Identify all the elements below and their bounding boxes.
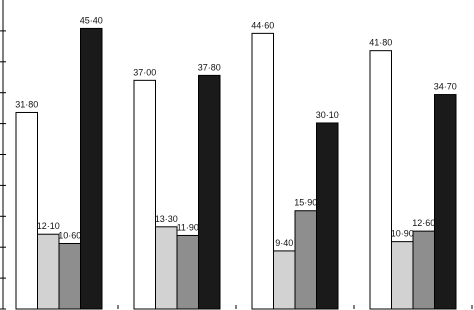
value-label: 30·10 — [316, 110, 339, 120]
value-label: 10·90 — [391, 229, 414, 239]
value-label: 34·70 — [434, 82, 457, 92]
value-label: 12·60 — [412, 218, 435, 228]
bar — [294, 210, 317, 310]
value-label: 45·40 — [80, 15, 103, 25]
bar — [391, 241, 414, 310]
bar — [412, 230, 435, 310]
bar — [434, 94, 457, 310]
bar — [155, 226, 178, 310]
value-label: 41·80 — [369, 38, 392, 48]
value-label: 9·40 — [275, 238, 293, 248]
bar — [80, 27, 103, 310]
value-label: 15·90 — [294, 198, 317, 208]
bar — [15, 111, 38, 310]
value-label: 11·90 — [177, 222, 199, 232]
bar — [316, 122, 339, 310]
value-label: 37·80 — [198, 62, 221, 72]
value-label: 31·80 — [15, 99, 38, 109]
value-label: 12·10 — [37, 221, 60, 231]
value-label: 37·00 — [133, 67, 156, 77]
bar — [273, 250, 296, 310]
value-label: 10·60 — [58, 230, 81, 240]
bar — [58, 242, 81, 310]
bar — [176, 234, 199, 310]
bar — [37, 233, 60, 310]
bar — [133, 79, 156, 310]
bar — [198, 74, 221, 310]
value-label: 13·30 — [155, 214, 178, 224]
bar — [369, 50, 392, 310]
bar — [251, 32, 274, 310]
value-label: 44·60 — [251, 20, 274, 30]
